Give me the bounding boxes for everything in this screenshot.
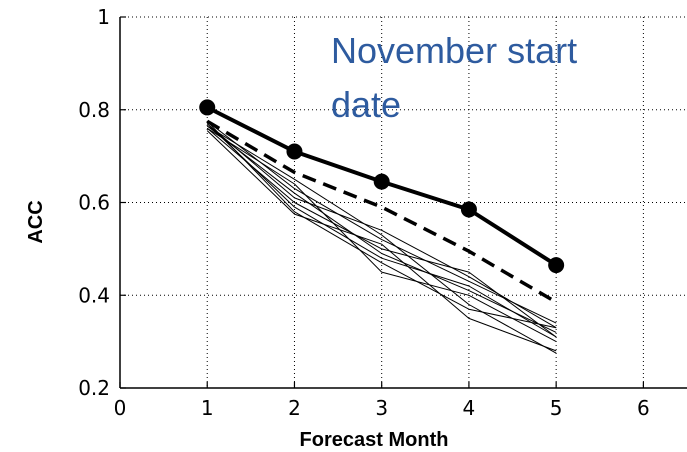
series-line-thin: [206, 120, 557, 324]
series-line-thin: [206, 130, 557, 352]
x-tick-label: 2: [288, 396, 301, 420]
x-tick-label: 0: [114, 396, 127, 420]
x-tick-label: 6: [637, 396, 650, 420]
series-marker: [548, 257, 565, 274]
y-axis-title: ACC: [25, 200, 47, 243]
annotation-line-2: date: [331, 84, 401, 125]
x-tick-label: 5: [550, 396, 563, 420]
grid: [120, 16, 687, 388]
axes: [119, 16, 687, 389]
x-tick-label: 4: [463, 396, 476, 420]
x-tick-label: 1: [201, 396, 214, 420]
x-tick-label: 3: [375, 396, 388, 420]
x-axis-title: Forecast Month: [300, 429, 449, 451]
y-tick-label: 0.6: [78, 191, 110, 215]
annotation-line-1: November start: [331, 30, 577, 71]
y-tick-label: 0.8: [78, 98, 110, 122]
series-marker: [199, 99, 216, 116]
tick-labels: 0 1 2 3 4 5 6 0.2 0.4 0.6 0.8 1: [78, 5, 650, 420]
series-line-thin: [206, 127, 557, 338]
y-tick-label: 0.2: [78, 376, 110, 400]
series-group: [199, 99, 565, 354]
series-line-thin: [206, 120, 557, 329]
series-marker: [286, 143, 303, 160]
series-line-dashed: [206, 119, 558, 304]
series-line-thin: [206, 127, 557, 343]
y-tick-label: 0.4: [78, 283, 110, 307]
series-marker: [373, 173, 390, 190]
y-tick-label: 1: [97, 5, 110, 29]
series-marker: [460, 201, 477, 218]
series-line-thin: [206, 125, 557, 333]
series-line-thin: [206, 123, 557, 338]
series-line-thin: [206, 125, 557, 354]
